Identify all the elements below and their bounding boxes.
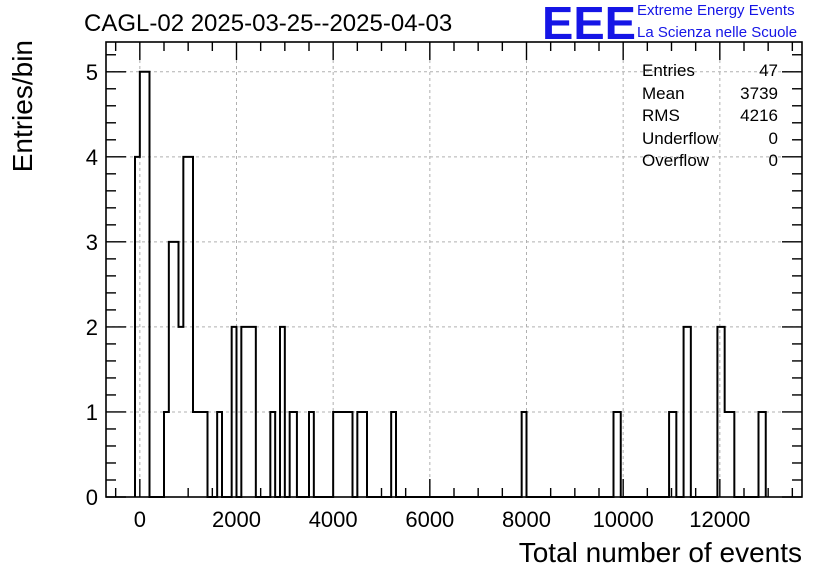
x-tick-label: 10000 — [593, 507, 654, 532]
axis-ticks — [106, 42, 802, 498]
stat-value: 3739 — [740, 83, 778, 103]
stat-row-mean: Mean 3739 — [642, 83, 778, 106]
stat-label: RMS — [642, 106, 680, 125]
y-tick-label: 3 — [86, 230, 98, 255]
x-tick-label: 0 — [134, 507, 146, 532]
y-axis-label: Entries/bin — [7, 40, 38, 172]
histogram-bin — [193, 412, 208, 497]
stat-label: Mean — [642, 83, 685, 103]
histogram-bin — [725, 412, 735, 497]
histogram-bin — [669, 412, 676, 497]
y-tick-label: 5 — [86, 60, 98, 85]
stat-row-entries: Entries 47 — [642, 60, 778, 83]
histogram-bin — [290, 412, 297, 497]
eee-logo: EEE — [542, 2, 636, 42]
histogram-bin — [759, 412, 766, 497]
logo-text-line1: Extreme Energy Events — [637, 2, 795, 19]
y-tick-label: 0 — [86, 485, 98, 510]
x-axis-label: Total number of events — [519, 537, 802, 568]
histogram-bin — [169, 242, 179, 497]
y-tick-label: 4 — [86, 145, 98, 170]
stat-row-underflow: Underflow 0 — [642, 128, 778, 151]
y-tick-label: 2 — [86, 315, 98, 340]
stat-value: 0 — [768, 128, 778, 148]
logo-text-line2: La Scienza nelle Scuole — [637, 24, 798, 41]
stat-label: Underflow — [642, 128, 719, 148]
stat-row-overflow: Overflow 0 — [642, 150, 778, 173]
stat-value: 47 — [759, 61, 778, 80]
histogram-bin — [140, 72, 150, 497]
histogram-bin — [241, 327, 256, 497]
stat-label: Entries — [642, 61, 695, 80]
stat-label: Overflow — [642, 151, 710, 170]
x-tick-label: 4000 — [309, 507, 358, 532]
stat-value: 0 — [768, 151, 778, 170]
x-tick-label: 2000 — [212, 507, 261, 532]
x-tick-label: 6000 — [405, 507, 454, 532]
logo-mark: EEE — [542, 2, 636, 42]
y-tick-label: 1 — [86, 400, 98, 425]
stat-value: 4216 — [740, 106, 778, 125]
histogram-bin — [357, 412, 367, 497]
stat-row-rms: RMS 4216 — [642, 105, 778, 128]
x-tick-label: 8000 — [502, 507, 551, 532]
chart-title: CAGL-02 2025-03-25--2025-04-03 — [84, 10, 453, 37]
x-tick-label: 12000 — [689, 507, 750, 532]
histogram-bin — [333, 412, 352, 497]
stats-box: Entries 47 Mean 3739 RMS 4216 Underflow … — [642, 60, 778, 173]
histogram-bin — [614, 412, 621, 497]
tick-labels: 0 2000 4000 6000 8000 10000 12000 0 1 2 3 4 5 — [86, 60, 751, 532]
